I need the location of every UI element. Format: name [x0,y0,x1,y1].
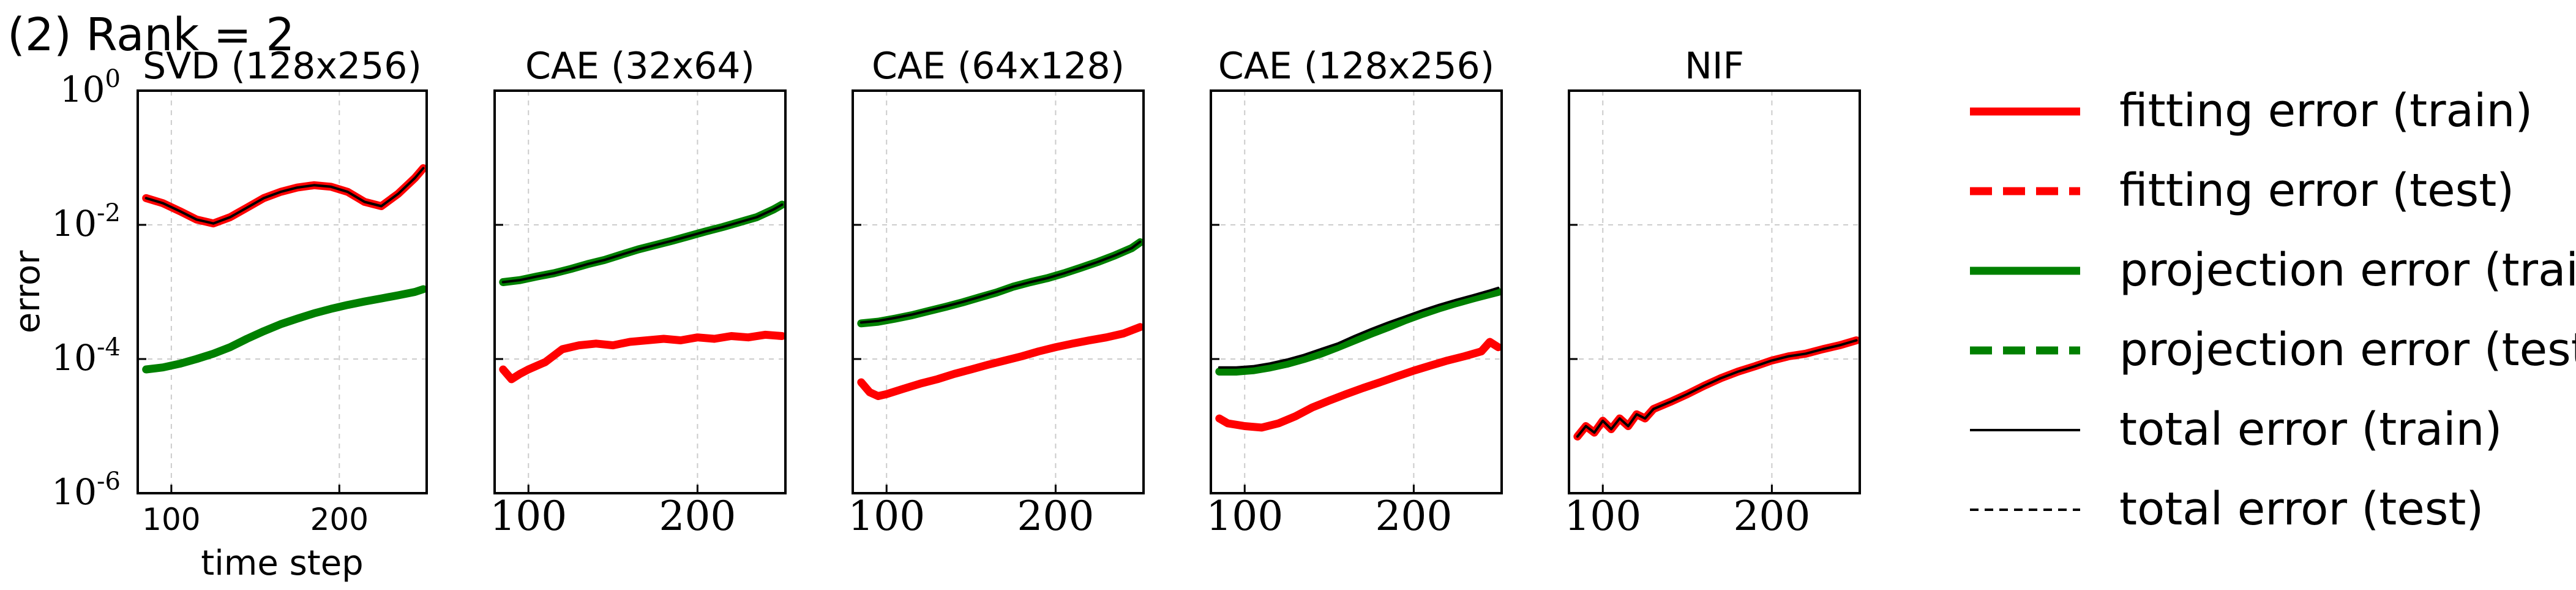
panel-nif: 100 200 NIF [1564,45,1861,540]
series-total-error-train [501,203,784,284]
panel-title: CAE (128x256) [1218,45,1494,88]
x-tick-label: 100 [142,502,200,537]
legend-item-fitting-error-test: fitting error (test) [1970,164,2514,217]
series-fitting-error-train [857,323,1144,400]
legend-item-fitting-error-train: fitting error (train) [1970,85,2533,137]
y-tick-label: 100 [60,65,121,110]
panel-cae-128x256: 100 200 CAE (128x256) [1206,45,1503,540]
series-projection-error-train [1215,288,1502,376]
x-tick-label: 200 [310,502,369,537]
legend-label: total error (train) [2119,403,2502,456]
panel-title: CAE (32x64) [525,45,755,88]
legend: fitting error (train) fitting error (test… [1970,85,2576,535]
panel-svd-128x256: 100 200 10-6 10-4 10-2 100 SVD (128x256) time s… [8,45,428,583]
panels: 100 200 10-6 10-4 10-2 100 SVD (128x256) time s… [8,45,1861,583]
legend-label: total error (test) [2119,483,2484,535]
series-total-error-train [1576,339,1858,438]
series-fitting-error-train [1215,338,1502,432]
axes-frame [1568,89,1861,494]
series-total-error-train [144,167,425,225]
legend-label: projection error (train) [2119,244,2576,297]
axes-frame [852,89,1145,494]
axes-frame [137,89,428,494]
series-fitting-error-train [1573,336,1860,441]
axes-frame [493,89,787,494]
legend-item-projection-error-test: projection error (test) [1970,323,2576,376]
series-total-error-train [859,240,1142,324]
x-tick-label: 200 [1375,493,1452,540]
x-tick-label: 200 [1017,493,1094,540]
x-tick-label: 200 [659,493,736,540]
legend-item-projection-error-train: projection error (train) [1970,244,2576,297]
panel-cae-32x64: 100 200 CAE (32x64) [490,45,787,540]
x-tick-label: 100 [1206,493,1283,540]
x-tick-label: 200 [1733,493,1810,540]
series-total-error-train [1218,286,1500,369]
figure-label: (2) Rank = 2 [7,9,294,61]
panel-title: NIF [1685,45,1744,88]
panel-title: CAE (64x128) [872,45,1125,88]
series-projection-error-train [499,200,786,286]
x-tick-label: 100 [848,493,925,540]
y-axis-label: error [8,250,48,334]
legend-label: fitting error (test) [2119,164,2514,217]
legend-item-total-error-test: total error (test) [1970,483,2484,535]
series-projection-error-train [857,238,1144,328]
y-tick-label: 10-4 [51,333,121,379]
series-projection-error-train [142,285,427,374]
axes-frame [1210,89,1503,494]
series-fitting-error-train [499,330,786,384]
legend-label: fitting error (train) [2119,85,2533,137]
legend-item-total-error-train: total error (train) [1970,403,2502,456]
y-tick-label: 10-6 [51,467,121,513]
panel-title: SVD (128x256) [143,45,422,88]
x-tick-label: 100 [1564,493,1641,540]
x-axis-label: time step [201,543,363,583]
legend-label: projection error (test) [2119,323,2576,376]
x-tick-label: 100 [490,493,567,540]
panel-cae-64x128: 100 200 CAE (64x128) [848,45,1145,540]
y-tick-label: 10-2 [51,199,121,244]
